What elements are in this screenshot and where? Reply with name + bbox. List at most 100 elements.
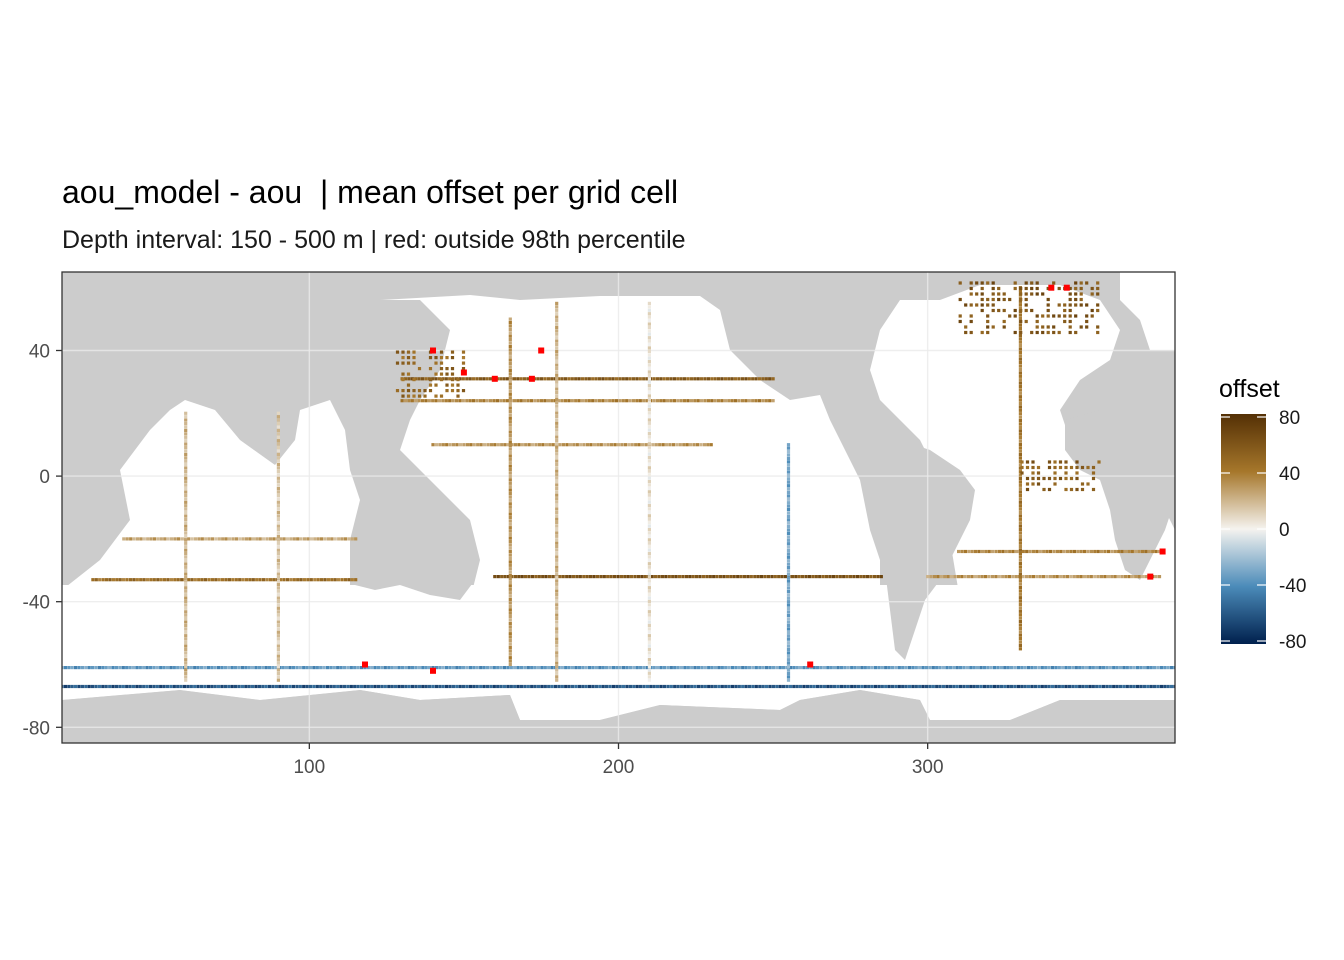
grid-cell xyxy=(1064,471,1068,475)
grid-cell xyxy=(1074,314,1078,318)
grid-cell xyxy=(1018,449,1022,453)
grid-cell xyxy=(1003,666,1007,670)
grid-cell xyxy=(1014,549,1019,554)
grid-cell xyxy=(994,575,998,579)
grid-cell xyxy=(276,452,280,456)
grid-cell xyxy=(763,575,767,579)
grid-cell xyxy=(508,440,512,444)
grid-cell xyxy=(308,666,313,670)
grid-cell xyxy=(647,476,651,480)
grid-cell xyxy=(814,575,818,579)
grid-cell xyxy=(450,372,455,376)
grid-cell xyxy=(976,666,980,670)
grid-cell xyxy=(400,666,404,670)
grid-cell xyxy=(434,443,438,447)
grid-cell xyxy=(647,616,651,621)
grid-cell xyxy=(508,539,512,543)
grid-cell xyxy=(406,394,411,398)
grid-cell xyxy=(482,377,486,381)
grid-cell xyxy=(642,666,646,670)
grid-cell xyxy=(401,372,405,376)
grid-cell xyxy=(873,684,878,689)
grid-cell xyxy=(292,578,296,582)
grid-cell xyxy=(276,507,280,511)
grid-cell xyxy=(555,596,559,600)
grid-cell xyxy=(508,574,512,578)
grid-cell xyxy=(536,377,540,381)
grid-cell xyxy=(555,569,559,573)
grid-cell xyxy=(570,399,574,403)
grid-cell xyxy=(1020,465,1024,470)
grid-cell xyxy=(291,684,295,689)
grid-cell xyxy=(809,666,813,670)
grid-cell xyxy=(555,332,559,336)
grid-cell xyxy=(647,356,651,360)
grid-cell xyxy=(184,452,188,456)
grid-cell xyxy=(1096,286,1100,291)
grid-cell xyxy=(980,308,984,313)
grid-cell xyxy=(647,527,651,532)
grid-cell xyxy=(128,578,133,582)
grid-cell xyxy=(221,578,225,582)
grid-cell xyxy=(1053,476,1057,481)
grid-cell xyxy=(555,370,559,374)
grid-cell xyxy=(786,569,791,573)
grid-cell xyxy=(406,389,411,393)
grid-cell xyxy=(479,666,483,670)
grid-cell xyxy=(647,483,651,487)
grid-cell xyxy=(472,399,476,403)
grid-cell xyxy=(557,399,561,403)
grid-cell xyxy=(530,684,534,689)
grid-cell xyxy=(786,627,791,631)
grid-cell xyxy=(276,651,280,655)
grid-cell xyxy=(508,577,512,581)
grid-cell xyxy=(1018,367,1022,372)
grid-cell xyxy=(555,425,559,429)
grid-cell xyxy=(1086,549,1090,554)
grid-cell xyxy=(354,537,358,541)
grid-cell xyxy=(623,443,627,447)
grid-cell xyxy=(1018,637,1022,641)
grid-cell xyxy=(276,606,280,610)
grid-cell xyxy=(312,666,316,670)
grid-cell xyxy=(184,606,188,610)
grid-cell xyxy=(1159,684,1163,689)
grid-cell xyxy=(184,415,188,419)
grid-cell xyxy=(349,666,353,670)
grid-cell xyxy=(461,361,466,365)
grid-cell xyxy=(1018,333,1022,337)
grid-cell xyxy=(555,610,559,614)
grid-cell xyxy=(1074,684,1078,689)
grid-cell xyxy=(184,497,188,501)
grid-cell xyxy=(877,666,881,670)
grid-cell xyxy=(1030,308,1034,313)
grid-cell xyxy=(462,666,466,670)
grid-cell xyxy=(811,575,815,579)
grid-cell xyxy=(580,399,585,403)
grid-cell xyxy=(647,623,651,627)
grid-cell xyxy=(1018,388,1022,392)
grid-cell xyxy=(74,666,78,670)
grid-cell xyxy=(165,684,170,689)
grid-cell xyxy=(1074,303,1078,307)
grid-cell xyxy=(1018,616,1022,620)
grid-cell xyxy=(1069,575,1073,579)
grid-cell xyxy=(555,421,559,425)
grid-cell xyxy=(575,443,579,447)
grid-cell xyxy=(822,666,826,670)
grid-cell xyxy=(890,666,895,670)
grid-cell xyxy=(1018,626,1022,630)
grid-cell xyxy=(489,377,493,381)
grid-cell xyxy=(795,666,799,670)
grid-cell xyxy=(508,522,512,526)
grid-cell xyxy=(489,399,493,403)
grid-cell xyxy=(244,578,249,582)
grid-cell xyxy=(276,493,280,497)
grid-cell xyxy=(276,572,280,576)
x-tick-label: 300 xyxy=(912,757,944,778)
grid-cell xyxy=(428,666,432,670)
grid-cell xyxy=(129,537,133,541)
grid-cell xyxy=(786,630,791,634)
grid-cell xyxy=(647,479,651,484)
grid-cell xyxy=(1018,575,1022,579)
